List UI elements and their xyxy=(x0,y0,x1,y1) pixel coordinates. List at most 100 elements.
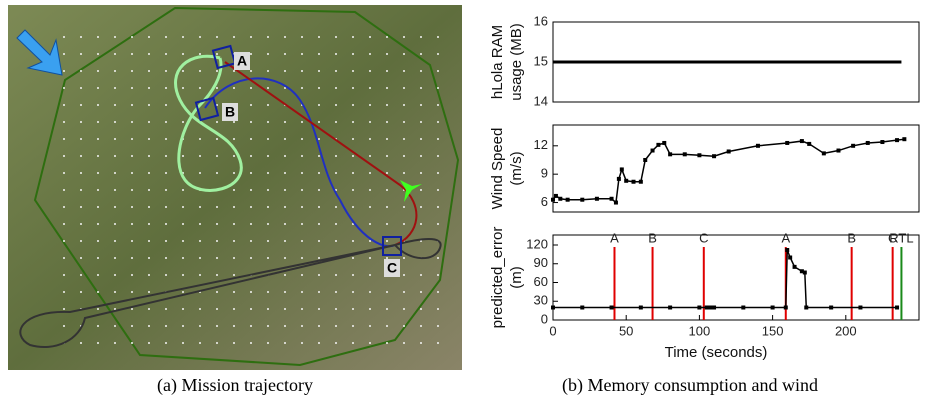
data-point xyxy=(551,198,555,202)
grid-dot xyxy=(148,104,150,106)
x-tick-label: 200 xyxy=(835,323,857,338)
data-point xyxy=(610,306,614,310)
grid-dot xyxy=(318,342,320,344)
grid-dot xyxy=(301,257,303,259)
grid-dot xyxy=(318,274,320,276)
data-point xyxy=(800,139,804,143)
grid-dot xyxy=(63,172,65,174)
grid-dot xyxy=(148,36,150,38)
grid-dot xyxy=(148,155,150,157)
grid-dot xyxy=(420,172,422,174)
y-axis-label: hLola RAM xyxy=(489,25,506,99)
grid-dot xyxy=(352,155,354,157)
grid-dot xyxy=(114,172,116,174)
grid-dot xyxy=(250,240,252,242)
grid-dot xyxy=(352,257,354,259)
grid-dot xyxy=(284,308,286,310)
grid-dot xyxy=(233,257,235,259)
grid-dot xyxy=(420,223,422,225)
waypoint-label: A xyxy=(237,53,247,69)
grid-dot xyxy=(420,308,422,310)
grid-dot xyxy=(420,189,422,191)
grid-dot xyxy=(131,155,133,157)
grid-dot xyxy=(301,189,303,191)
grid-dot xyxy=(233,223,235,225)
data-point xyxy=(566,198,570,202)
grid-dot xyxy=(131,36,133,38)
grid-dot xyxy=(165,274,167,276)
grid-dot xyxy=(386,308,388,310)
grid-dot xyxy=(386,257,388,259)
grid-dot xyxy=(80,87,82,89)
grid-dot xyxy=(284,274,286,276)
grid-dot xyxy=(352,189,354,191)
grid-dot xyxy=(80,172,82,174)
grid-dot xyxy=(97,53,99,55)
grid-dot xyxy=(250,53,252,55)
grid-dot xyxy=(369,155,371,157)
grid-dot xyxy=(63,70,65,72)
x-axis-label: Time (seconds) xyxy=(665,344,768,361)
grid-dot xyxy=(97,342,99,344)
grid-dot xyxy=(420,325,422,327)
grid-dot xyxy=(80,155,82,157)
grid-dot xyxy=(352,138,354,140)
grid-dot xyxy=(131,189,133,191)
grid-dot xyxy=(80,138,82,140)
grid-dot xyxy=(267,172,269,174)
grid-dot xyxy=(199,257,201,259)
grid-dot xyxy=(199,53,201,55)
grid-dot xyxy=(420,155,422,157)
grid-dot xyxy=(352,291,354,293)
grid-dot xyxy=(165,104,167,106)
grid-dot xyxy=(386,70,388,72)
grid-dot xyxy=(216,121,218,123)
x-tick-label: 100 xyxy=(689,323,711,338)
grid-dot xyxy=(437,36,439,38)
grid-dot xyxy=(386,172,388,174)
grid-dot xyxy=(386,291,388,293)
grid-dot xyxy=(267,138,269,140)
grid-dot xyxy=(216,172,218,174)
grid-dot xyxy=(403,223,405,225)
grid-dot xyxy=(250,87,252,89)
grid-dot xyxy=(63,223,65,225)
grid-dot xyxy=(301,240,303,242)
grid-dot xyxy=(148,240,150,242)
grid-dot xyxy=(131,53,133,55)
data-point xyxy=(708,306,712,310)
grid-dot xyxy=(80,104,82,106)
grid-dot xyxy=(267,223,269,225)
grid-dot xyxy=(250,121,252,123)
data-point xyxy=(595,197,599,201)
y-axis-label: usage (MB) xyxy=(508,23,525,101)
grid-dot xyxy=(80,36,82,38)
event-label: B xyxy=(847,230,856,245)
grid-dot xyxy=(131,291,133,293)
grid-dot xyxy=(199,206,201,208)
grid-dot xyxy=(420,291,422,293)
grid-dot xyxy=(97,155,99,157)
grid-dot xyxy=(199,155,201,157)
data-point xyxy=(756,144,760,148)
grid-dot xyxy=(386,36,388,38)
grid-dot xyxy=(301,87,303,89)
grid-dot xyxy=(437,274,439,276)
grid-dot xyxy=(352,104,354,106)
grid-dot xyxy=(233,325,235,327)
grid-dot xyxy=(386,121,388,123)
grid-dot xyxy=(267,36,269,38)
caption: (a) Mission trajectory xyxy=(157,375,313,396)
grid-dot xyxy=(403,36,405,38)
grid-dot xyxy=(386,104,388,106)
grid-dot xyxy=(165,70,167,72)
grid-dot xyxy=(335,36,337,38)
grid-dot xyxy=(182,70,184,72)
grid-dot xyxy=(335,308,337,310)
grid-dot xyxy=(318,189,320,191)
grid-dot xyxy=(267,189,269,191)
grid-dot xyxy=(250,155,252,157)
grid-dot xyxy=(403,121,405,123)
grid-dot xyxy=(318,172,320,174)
grid-dot xyxy=(199,36,201,38)
